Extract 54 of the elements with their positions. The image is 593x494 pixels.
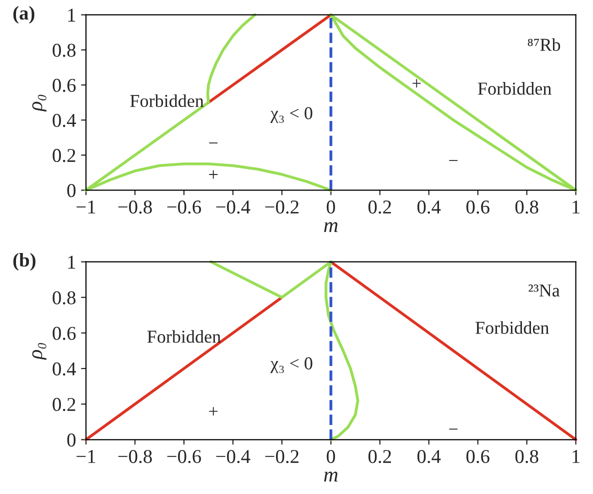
annotation: Forbidden [478,82,552,95]
x-tick-label: 0 [326,200,336,214]
x-tick-label: −0.8 [118,450,152,464]
x-axis-title: m [324,222,338,232]
x-tick-label: 0.4 [417,450,441,464]
annotation: − [209,142,218,144]
annotation: Forbidden [476,321,549,334]
x-axis-title: m [324,472,338,482]
x-tick-label: −0.6 [167,450,202,464]
annotation: Forbidden [147,330,221,343]
y-tick-label: 0.8 [52,44,76,57]
annotation: ⁸⁷Rb [528,38,560,51]
y-tick-label: 0.6 [52,326,76,340]
x-tick-label: −1 [76,200,96,214]
x-tick-label: 0.8 [515,450,538,464]
annotation: ²³Na [528,284,560,297]
y-axis-title: ρ₀ [32,94,46,112]
annotation: + [209,407,218,416]
y-tick-label: 0 [67,433,76,447]
x-tick-label: 1 [572,450,580,463]
chart-title: (b) [13,253,36,271]
x-tick-label: −0.4 [216,200,250,214]
x-tick-label: 0.6 [466,200,490,214]
annotation: − [449,428,458,430]
x-tick-label: 1 [572,200,580,214]
y-tick-label: 0.8 [52,291,76,304]
x-tick-label: −0.2 [265,200,298,214]
annotation: + [412,79,421,88]
annotation: Forbidden [130,94,204,108]
y-tick-label: 0.4 [52,362,76,376]
annotation: χ₃ < 0 [270,357,312,374]
y-tick-label: 0 [67,184,76,198]
x-tick-label: 0.8 [515,200,538,214]
chart-title: (a) [13,6,34,24]
y-tick-label: 1 [68,256,76,269]
y-axis-title: ρ₀ [32,343,46,360]
x-tick-label: 0.2 [368,450,391,464]
y-tick-label: 0.4 [52,114,76,128]
annotation: + [209,170,218,179]
x-tick-label: 0 [326,450,336,464]
x-tick-label: −0.8 [118,200,152,214]
annotation: χ₃ < 0 [270,107,312,123]
x-tick-label: −0.6 [167,200,202,214]
x-tick-label: −1 [76,450,96,463]
y-tick-label: 1 [68,8,76,22]
annotation: − [449,160,458,161]
x-tick-label: 0.6 [466,450,490,464]
x-tick-label: −0.2 [265,450,298,464]
x-tick-label: 0.4 [417,200,441,214]
y-tick-label: 0.6 [52,78,76,92]
y-tick-label: 0.2 [52,398,76,412]
x-tick-label: 0.2 [368,200,391,214]
x-tick-label: −0.4 [216,450,250,464]
y-tick-label: 0.2 [52,148,76,162]
